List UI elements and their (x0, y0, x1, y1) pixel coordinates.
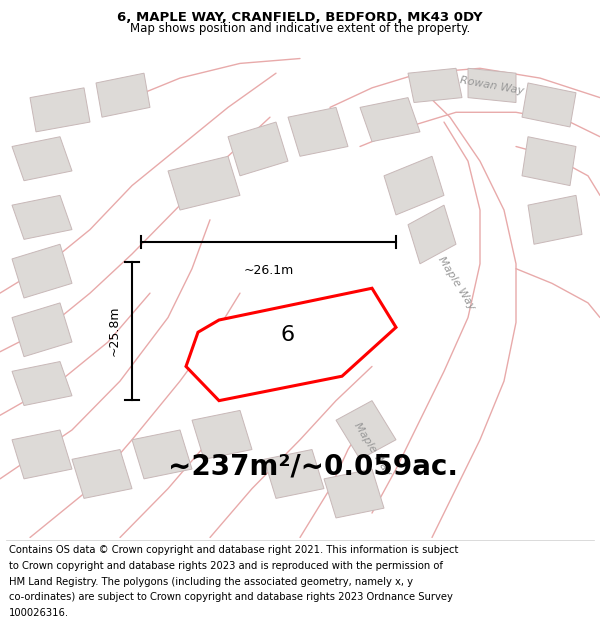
Polygon shape (408, 205, 456, 264)
Polygon shape (12, 137, 72, 181)
Polygon shape (12, 361, 72, 406)
Polygon shape (132, 430, 192, 479)
Polygon shape (192, 411, 252, 459)
Text: co-ordinates) are subject to Crown copyright and database rights 2023 Ordnance S: co-ordinates) are subject to Crown copyr… (9, 592, 453, 602)
Text: Maple Way: Maple Way (436, 255, 476, 312)
Text: ~25.8m: ~25.8m (107, 306, 121, 356)
Text: ~237m²/~0.059ac.: ~237m²/~0.059ac. (168, 452, 458, 481)
Text: ~26.1m: ~26.1m (244, 264, 293, 277)
Polygon shape (264, 449, 324, 498)
Polygon shape (288, 107, 348, 156)
Polygon shape (12, 430, 72, 479)
Polygon shape (186, 288, 396, 401)
Polygon shape (12, 196, 72, 239)
Polygon shape (468, 68, 516, 102)
Polygon shape (96, 73, 150, 117)
Polygon shape (228, 122, 288, 176)
Polygon shape (12, 244, 72, 298)
Polygon shape (30, 88, 90, 132)
Text: Contains OS data © Crown copyright and database right 2021. This information is : Contains OS data © Crown copyright and d… (9, 546, 458, 556)
Polygon shape (522, 83, 576, 127)
Text: to Crown copyright and database rights 2023 and is reproduced with the permissio: to Crown copyright and database rights 2… (9, 561, 443, 571)
Text: Rowan Way: Rowan Way (459, 75, 525, 96)
Text: 6, MAPLE WAY, CRANFIELD, BEDFORD, MK43 0DY: 6, MAPLE WAY, CRANFIELD, BEDFORD, MK43 0… (117, 11, 483, 24)
Polygon shape (360, 98, 420, 142)
Polygon shape (528, 196, 582, 244)
Polygon shape (12, 303, 72, 357)
Polygon shape (168, 156, 240, 210)
Polygon shape (72, 449, 132, 498)
Text: Map shows position and indicative extent of the property.: Map shows position and indicative extent… (130, 22, 470, 35)
Polygon shape (384, 156, 444, 215)
Polygon shape (408, 68, 462, 102)
Polygon shape (336, 401, 396, 459)
Polygon shape (522, 137, 576, 186)
Text: HM Land Registry. The polygons (including the associated geometry, namely x, y: HM Land Registry. The polygons (includin… (9, 576, 413, 586)
Text: 100026316.: 100026316. (9, 608, 69, 618)
Text: 6: 6 (281, 324, 295, 344)
Text: Maple Way: Maple Way (352, 421, 392, 478)
Polygon shape (324, 469, 384, 518)
